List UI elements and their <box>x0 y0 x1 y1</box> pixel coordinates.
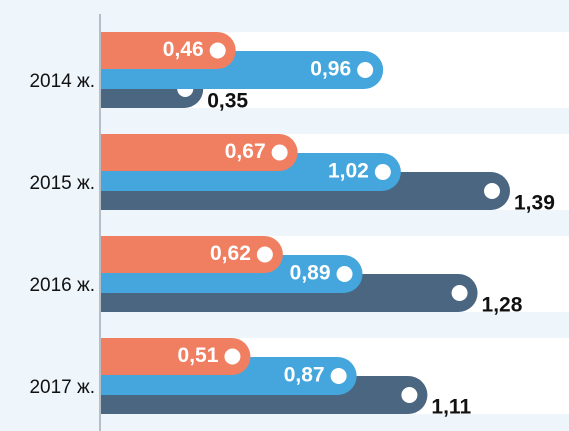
y-tick-label: 2014 ж. <box>29 71 95 92</box>
bar-dot <box>451 285 468 301</box>
bar-dot <box>374 164 391 180</box>
value-label: 0,87 <box>284 364 325 387</box>
bar-dot <box>330 368 347 384</box>
value-label: 0,67 <box>225 140 266 163</box>
value-label: 1,11 <box>431 396 471 419</box>
value-label: 1,39 <box>514 192 555 215</box>
plot: 2014 ж. 0,35 0,96 0,46 2015 ж. 1,39 1,02 0,67 20… <box>29 32 569 419</box>
y-tick-label: 2017 ж. <box>29 377 95 398</box>
bar-dot <box>224 348 241 365</box>
value-label: 0,35 <box>207 90 248 113</box>
bar <box>100 236 283 273</box>
y-tick-label: 2016 ж. <box>29 275 95 296</box>
bar-dot <box>484 183 501 199</box>
value-label: 0,89 <box>290 262 331 285</box>
bar <box>100 32 236 69</box>
bar-dot <box>271 144 288 161</box>
bar-dot <box>209 42 226 59</box>
value-label: 1,28 <box>482 294 523 317</box>
bar-dot <box>357 62 374 78</box>
value-label: 1,02 <box>328 160 369 183</box>
value-label: 0,96 <box>310 58 351 81</box>
y-tick-label: 2015 ж. <box>29 173 95 194</box>
bar-dot <box>256 246 273 263</box>
value-label: 0,51 <box>178 344 219 367</box>
value-label: 0,46 <box>163 38 204 61</box>
value-label: 0,62 <box>210 242 251 265</box>
bar-dot <box>401 387 418 403</box>
bar-dot <box>336 266 353 282</box>
bar <box>100 134 298 171</box>
bar <box>100 338 251 375</box>
